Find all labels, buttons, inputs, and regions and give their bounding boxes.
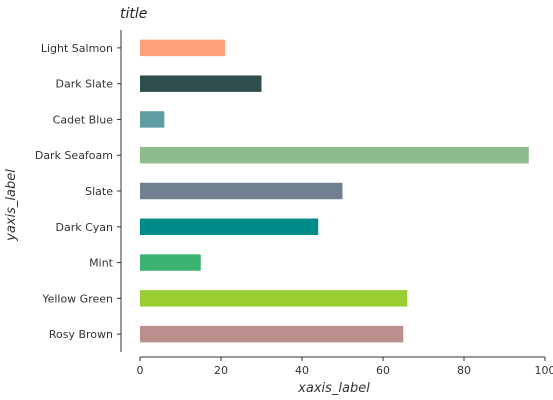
y-tick-label-dark-slate: Dark Slate xyxy=(56,78,114,91)
x-axis: 0 20 40 60 80 100 xyxy=(137,356,553,377)
y-tick-label-dark-seafoam: Dark Seafoam xyxy=(35,149,113,162)
y-tick-label-dark-cyan: Dark Cyan xyxy=(55,221,113,234)
chart-title: title xyxy=(120,6,147,22)
bar-dark-seafoam xyxy=(140,146,529,164)
x-tick-label-40: 40 xyxy=(295,364,309,377)
bars-group xyxy=(140,39,529,343)
x-axis-label: xaxis_label xyxy=(297,381,370,396)
x-tick-label-80: 80 xyxy=(457,364,471,377)
x-tick-label-60: 60 xyxy=(376,364,390,377)
bar-dark-cyan xyxy=(140,218,319,236)
x-tick-label-0: 0 xyxy=(137,364,144,377)
bar-yellow-green xyxy=(140,290,408,307)
y-tick-label-rosy-brown: Rosy Brown xyxy=(49,328,113,341)
y-tick-label-light-salmon: Light Salmon xyxy=(41,42,113,55)
y-tick-label-slate: Slate xyxy=(85,185,113,198)
bar-dark-slate xyxy=(140,75,262,92)
bar-slate xyxy=(140,182,343,200)
y-axis-label: yaxis_label xyxy=(4,169,19,242)
x-tick-label-100: 100 xyxy=(535,364,553,377)
y-tick-label-mint: Mint xyxy=(89,257,114,270)
y-tick-label-cadet-blue: Cadet Blue xyxy=(53,113,114,126)
bar-rosy-brown xyxy=(140,325,404,343)
y-tick-label-yellow-green: Yellow Green xyxy=(41,292,113,305)
bar-mint xyxy=(140,254,201,271)
x-tick-label-20: 20 xyxy=(214,364,228,377)
bar-light-salmon xyxy=(140,39,226,57)
y-axis: Rosy Brown Yellow Green Mint Dark Cyan Slate… xyxy=(35,30,122,352)
bar-cadet-blue xyxy=(140,111,165,128)
